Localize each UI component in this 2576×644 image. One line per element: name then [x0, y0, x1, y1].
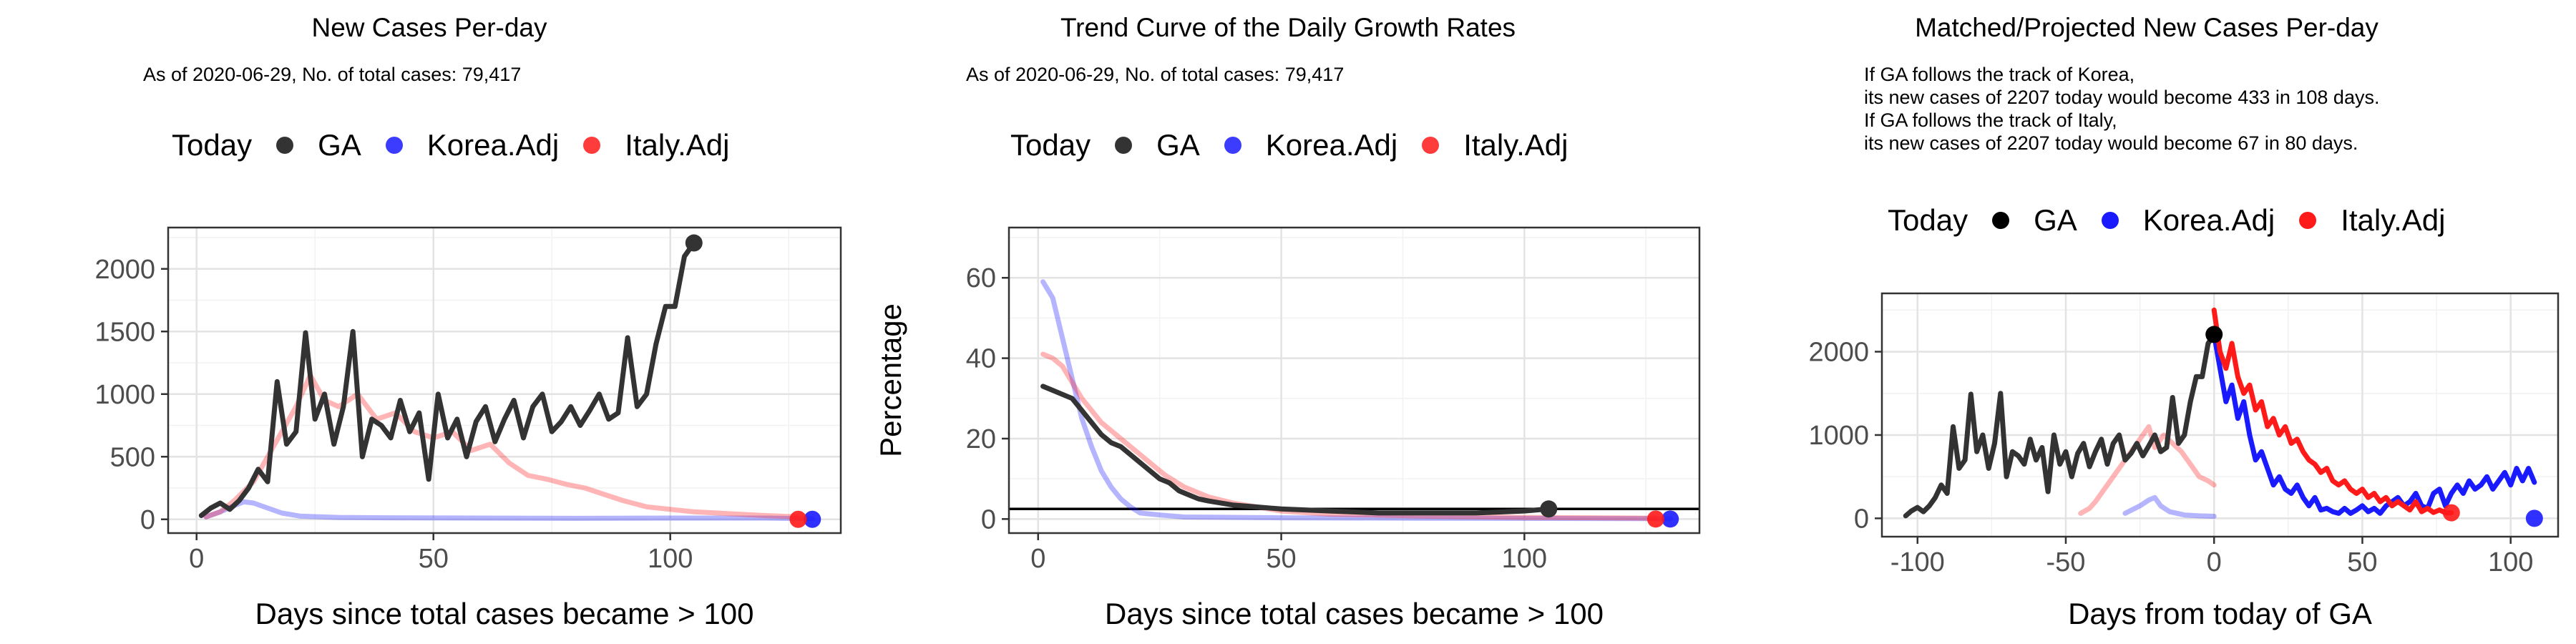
y-tick-label: 2000	[1808, 338, 1869, 368]
plot-frame	[1008, 226, 1701, 535]
legend-item-ga: GA	[1115, 128, 1200, 162]
y-tick-label: 0	[981, 504, 996, 535]
legend-label-korea: Korea.Adj	[1265, 128, 1398, 162]
series-line-ga	[198, 240, 697, 518]
legend-title: Today	[1888, 203, 1968, 237]
legend-dot-korea	[2101, 212, 2119, 229]
y-tick-label: 20	[966, 424, 996, 454]
legend-dot-italy	[583, 137, 601, 154]
x-tick-label: 100	[2488, 547, 2533, 577]
end-marker-ga	[1540, 500, 1558, 518]
x-tick-label: 50	[419, 544, 449, 574]
plot-frame	[1880, 292, 2560, 538]
end-marker-korea-adj	[804, 510, 821, 528]
series-line-korea-adj-projected	[2211, 331, 2537, 516]
plot-area	[168, 228, 841, 533]
series-line-italy-adj-projected	[2211, 307, 2454, 516]
legend-item-korea: Korea.Adj	[1224, 128, 1397, 162]
x-tick-label: 100	[1502, 544, 1547, 574]
x-axis-label: Days since total cases became > 100	[255, 597, 754, 630]
y-tick-label: 60	[966, 263, 996, 293]
end-marker-ga	[2205, 326, 2223, 343]
subtitle-line-1: If GA follows the track of Korea,	[1864, 64, 2135, 85]
legend-item-ga: GA	[1992, 203, 2077, 238]
legend-title: Today	[1010, 128, 1091, 162]
grid	[1009, 228, 1699, 533]
legend: Today GA Korea.Adj Italy.Adj	[172, 127, 754, 163]
legend-label-ga: GA	[1156, 128, 1200, 162]
legend-dot-italy	[2299, 212, 2317, 229]
legend-title: Today	[172, 128, 253, 162]
x-axis-label: Days from today of GA	[2068, 597, 2372, 630]
grid	[168, 228, 841, 533]
series-line-korea-adj	[1040, 279, 1673, 522]
legend-label-ga: GA	[318, 128, 361, 162]
end-marker-ga	[685, 234, 703, 252]
legend-dot-ga	[1992, 212, 2010, 229]
legend-label-italy: Italy.Adj	[1463, 128, 1568, 162]
y-tick-label: 1000	[94, 380, 155, 410]
legend-item-italy: Italy.Adj	[1422, 128, 1568, 162]
x-tick-label: 0	[1030, 544, 1045, 574]
subtitle-line-3: If GA follows the track of Italy,	[1864, 109, 2117, 131]
x-tick-label: 100	[648, 544, 693, 574]
end-marker-italy-adj	[1646, 510, 1664, 528]
series-line-italy-adj	[1040, 351, 1659, 521]
panel-projected: Matched/Projected New Cases Per-day If G…	[1717, 0, 2576, 644]
legend-label-italy: Italy.Adj	[625, 128, 730, 162]
x-tick-label: 0	[2207, 547, 2222, 577]
panel-new-cases: New Cases Per-day As of 2020-06-29, No. …	[0, 0, 859, 644]
chart-title: Trend Curve of the Daily Growth Rates	[1060, 13, 1516, 42]
legend-dot-ga	[1115, 137, 1133, 154]
x-tick-label: -50	[2046, 547, 2086, 577]
chart-subtitle: As of 2020-06-29, No. of total cases: 79…	[966, 64, 1345, 85]
x-axis-label: Days since total cases became > 100	[1105, 597, 1604, 630]
y-tick-label: 1500	[94, 317, 155, 347]
legend-dot-ga	[276, 137, 294, 154]
y-tick-label: 2000	[94, 255, 155, 285]
legend: Today GA Korea.Adj Italy.Adj	[1010, 127, 1593, 163]
legend-item-italy: Italy.Adj	[2299, 203, 2446, 238]
legend-item-korea: Korea.Adj	[385, 128, 560, 162]
subtitle-line-4: its new cases of 2207 today would become…	[1864, 132, 2358, 154]
x-tick-label: 0	[189, 544, 204, 574]
y-tick-label: 40	[966, 344, 996, 374]
y-tick-label: 500	[110, 442, 155, 472]
end-marker-italy-adj	[789, 510, 807, 528]
y-tick-label: 0	[140, 505, 155, 535]
chart-title: New Cases Per-day	[311, 13, 547, 42]
legend-label-korea: Korea.Adj	[2142, 203, 2275, 237]
legend-dot-korea	[385, 137, 403, 154]
x-tick-label: -100	[1890, 547, 1945, 577]
legend: Today GA Korea.Adj Italy.Adj	[1888, 203, 2470, 238]
x-tick-label: 50	[1266, 544, 1296, 574]
y-tick-label: 1000	[1808, 421, 1869, 451]
legend-item-ga: GA	[276, 128, 361, 162]
end-marker-korea-adj	[2525, 509, 2543, 527]
subtitle-line-2: its new cases of 2207 today would become…	[1864, 87, 2380, 108]
y-tick-label: 0	[1854, 504, 1869, 534]
y-axis-label: Percentage	[874, 303, 907, 457]
end-marker-italy-adj	[2442, 504, 2460, 522]
chart-growth-rates: 0 50 100 0 20 40 60 Days since total cases beca…	[874, 226, 1701, 630]
end-marker-korea-adj	[1662, 510, 1679, 528]
chart-title: Matched/Projected New Cases Per-day	[1915, 13, 2379, 42]
chart-subtitle: As of 2020-06-29, No. of total cases: 79…	[143, 64, 522, 85]
panel-growth-rates: Trend Curve of the Daily Growth Rates As…	[859, 0, 1717, 644]
legend-label-italy: Italy.Adj	[2341, 203, 2446, 237]
series-line-ga	[1040, 384, 1551, 516]
legend-dot-italy	[1422, 137, 1440, 154]
x-tick-label: 50	[2347, 547, 2377, 577]
legend-label-ga: GA	[2034, 203, 2077, 237]
series-line-korea-adj	[2122, 494, 2217, 519]
plot-frame	[167, 226, 842, 535]
legend-item-korea: Korea.Adj	[2101, 203, 2275, 238]
series-line-ga	[1903, 331, 2217, 519]
legend-dot-korea	[1224, 137, 1241, 154]
legend-label-korea: Korea.Adj	[426, 128, 560, 162]
legend-item-italy: Italy.Adj	[583, 128, 730, 162]
